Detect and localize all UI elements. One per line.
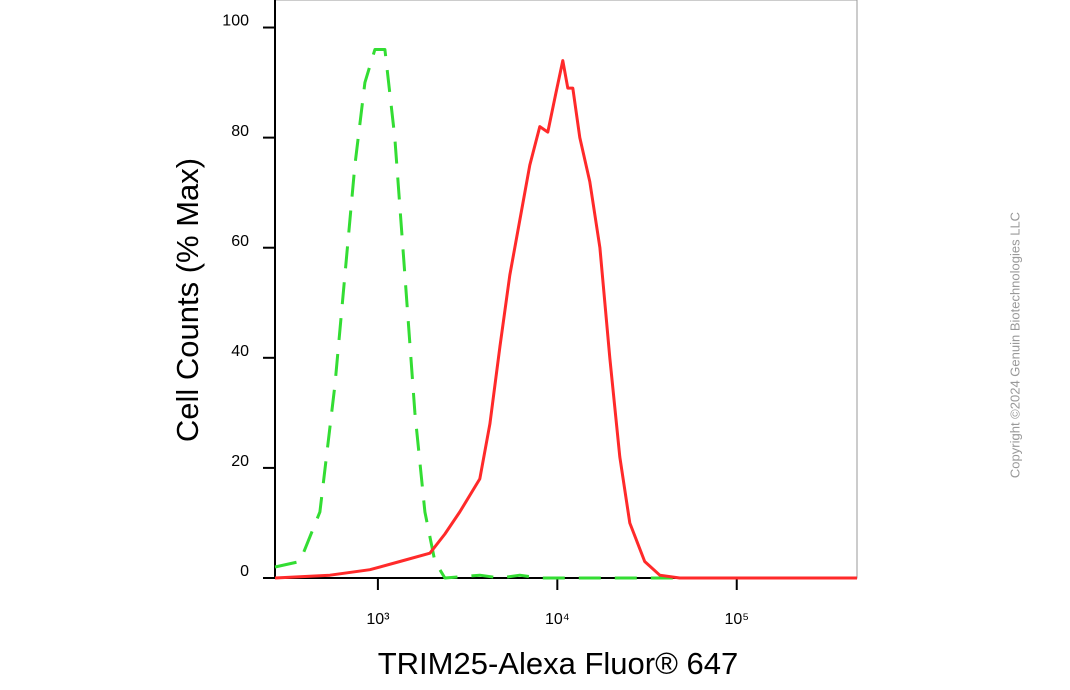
x-tick-label: 10³ bbox=[366, 611, 390, 628]
watermark: Copyright ©2024 Genuin Biotechnologies L… bbox=[1007, 212, 1022, 478]
y-tick-label: 60 bbox=[231, 233, 249, 250]
y-tick-label: 40 bbox=[231, 343, 249, 360]
y-tick-label: 80 bbox=[231, 123, 249, 140]
y-axis-label: Cell Counts (% Max) bbox=[170, 158, 205, 442]
x-axis-label: TRIM25-Alexa Fluor® 647 bbox=[378, 646, 739, 681]
x-tick-label: 10⁵ bbox=[725, 611, 749, 628]
y-tick-label: 0 bbox=[240, 563, 249, 580]
series-line bbox=[274, 48, 857, 580]
x-tick-label: 10⁴ bbox=[545, 611, 570, 628]
plot-frame bbox=[274, 0, 858, 579]
y-tick-label: 20 bbox=[231, 453, 249, 470]
y-tick-label: 100 bbox=[222, 13, 249, 30]
series-line bbox=[274, 59, 857, 580]
